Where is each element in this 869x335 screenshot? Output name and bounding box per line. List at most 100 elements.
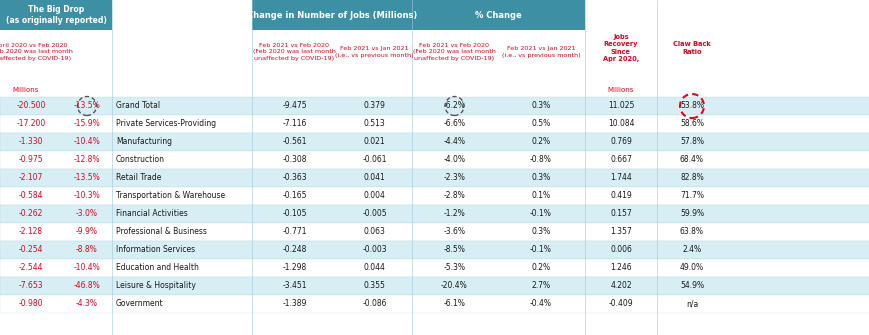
Text: 0.006: 0.006 [609, 246, 631, 255]
Text: n/a: n/a [685, 299, 697, 309]
Text: -7.116: -7.116 [282, 120, 307, 129]
Text: -0.061: -0.061 [362, 155, 387, 164]
Text: -1.298: -1.298 [282, 264, 306, 272]
Bar [0, 169, 869, 187]
Text: 1.246: 1.246 [609, 264, 631, 272]
Text: -0.262: -0.262 [19, 209, 43, 218]
Text: Feb 2021 vs Feb 2020
(Feb 2020 was last month
unaffected by COVID-19): Feb 2021 vs Feb 2020 (Feb 2020 was last … [413, 43, 495, 61]
Text: Government: Government [116, 299, 163, 309]
Text: -17.200: -17.200 [17, 120, 45, 129]
Text: -0.975: -0.975 [18, 155, 43, 164]
Text: Feb 2021 vs Jan 2021
(i.e., vs previous month): Feb 2021 vs Jan 2021 (i.e., vs previous … [501, 47, 580, 58]
Text: % Change: % Change [474, 10, 521, 19]
Text: Millions: Millions [607, 86, 634, 92]
Text: 0.3%: 0.3% [531, 174, 550, 183]
Text: 4.202: 4.202 [609, 281, 631, 290]
Text: -0.105: -0.105 [282, 209, 307, 218]
Text: -9.475: -9.475 [282, 102, 307, 111]
Bar [0, 223, 869, 241]
Text: -0.584: -0.584 [19, 192, 43, 201]
Text: 0.419: 0.419 [609, 192, 631, 201]
Text: Jobs
Recovery
Since
Apr 2020,: Jobs Recovery Since Apr 2020, [602, 34, 639, 62]
Text: 0.355: 0.355 [363, 281, 385, 290]
Text: -9.9%: -9.9% [76, 227, 98, 237]
Text: 0.5%: 0.5% [531, 120, 550, 129]
Text: Millions: Millions [13, 86, 39, 92]
Bar [0, 0, 112, 30]
Bar [0, 241, 869, 259]
Text: Feb 2021 vs Jan 2021
(i.e., vs previous month): Feb 2021 vs Jan 2021 (i.e., vs previous … [335, 47, 414, 58]
Text: 0.044: 0.044 [363, 264, 385, 272]
Text: -20.500: -20.500 [17, 102, 46, 111]
Text: 57.8%: 57.8% [680, 137, 703, 146]
Text: 0.021: 0.021 [363, 137, 385, 146]
Text: 1.744: 1.744 [609, 174, 631, 183]
Text: -2.8%: -2.8% [443, 192, 465, 201]
Bar [0, 277, 869, 295]
Text: 82.8%: 82.8% [680, 174, 703, 183]
Bar [252, 0, 412, 30]
Text: 0.2%: 0.2% [531, 137, 550, 146]
Text: 54.9%: 54.9% [680, 281, 703, 290]
Text: Manufacturing: Manufacturing [116, 137, 172, 146]
Text: -4.3%: -4.3% [76, 299, 98, 309]
Text: 2.4%: 2.4% [681, 246, 700, 255]
Text: -0.005: -0.005 [362, 209, 387, 218]
Text: 0.769: 0.769 [609, 137, 631, 146]
Bar [0, 133, 869, 151]
Text: 0.379: 0.379 [363, 102, 385, 111]
Text: -0.8%: -0.8% [529, 155, 551, 164]
Text: 0.063: 0.063 [363, 227, 385, 237]
Text: -10.4%: -10.4% [74, 264, 100, 272]
Bar [0, 187, 869, 205]
Text: 0.513: 0.513 [363, 120, 385, 129]
Text: -0.086: -0.086 [362, 299, 387, 309]
Text: -13.5%: -13.5% [74, 174, 100, 183]
Text: -46.8%: -46.8% [74, 281, 100, 290]
Text: -4.4%: -4.4% [443, 137, 465, 146]
Text: -8.5%: -8.5% [443, 246, 465, 255]
Text: Retail Trade: Retail Trade [116, 174, 161, 183]
Bar [412, 0, 584, 30]
Text: -2.107: -2.107 [19, 174, 43, 183]
Text: 59.9%: 59.9% [680, 209, 703, 218]
Text: 0.3%: 0.3% [531, 102, 550, 111]
Text: Education and Health: Education and Health [116, 264, 199, 272]
Text: -1.330: -1.330 [19, 137, 43, 146]
Text: Information Services: Information Services [116, 246, 195, 255]
Text: -3.0%: -3.0% [76, 209, 98, 218]
Text: -6.2%: -6.2% [443, 102, 465, 111]
Text: -10.3%: -10.3% [74, 192, 100, 201]
Text: 63.8%: 63.8% [680, 227, 703, 237]
Bar [0, 205, 869, 223]
Text: 1.357: 1.357 [609, 227, 631, 237]
Text: Feb 2021 vs Feb 2020
(Feb 2020 was last month
unaffected by COVID-19): Feb 2021 vs Feb 2020 (Feb 2020 was last … [253, 43, 335, 61]
Text: 68.4%: 68.4% [680, 155, 703, 164]
Text: 58.6%: 58.6% [680, 120, 703, 129]
Text: 0.1%: 0.1% [531, 192, 550, 201]
Text: 10.084: 10.084 [607, 120, 634, 129]
Bar [0, 115, 869, 133]
Text: Change in Number of Jobs (Millions): Change in Number of Jobs (Millions) [247, 10, 416, 19]
Text: -0.1%: -0.1% [529, 209, 551, 218]
Text: -5.3%: -5.3% [443, 264, 465, 272]
Text: Leisure & Hospitality: Leisure & Hospitality [116, 281, 196, 290]
Text: 2.7%: 2.7% [531, 281, 550, 290]
Text: -15.9%: -15.9% [74, 120, 100, 129]
Bar [0, 97, 869, 115]
Text: 0.157: 0.157 [609, 209, 631, 218]
Text: Claw Back
Ratio: Claw Back Ratio [673, 41, 710, 55]
Text: Transportation & Warehouse: Transportation & Warehouse [116, 192, 225, 201]
Text: -2.128: -2.128 [19, 227, 43, 237]
Text: -1.389: -1.389 [282, 299, 307, 309]
Text: -3.451: -3.451 [282, 281, 307, 290]
Text: -10.4%: -10.4% [74, 137, 100, 146]
Text: -0.363: -0.363 [282, 174, 307, 183]
Text: Professional & Business: Professional & Business [116, 227, 207, 237]
Text: -13.5%: -13.5% [74, 102, 100, 111]
Text: -20.4%: -20.4% [441, 281, 468, 290]
Text: 0.004: 0.004 [363, 192, 385, 201]
Text: -6.1%: -6.1% [443, 299, 465, 309]
Text: -12.8%: -12.8% [74, 155, 100, 164]
Text: -0.4%: -0.4% [529, 299, 551, 309]
